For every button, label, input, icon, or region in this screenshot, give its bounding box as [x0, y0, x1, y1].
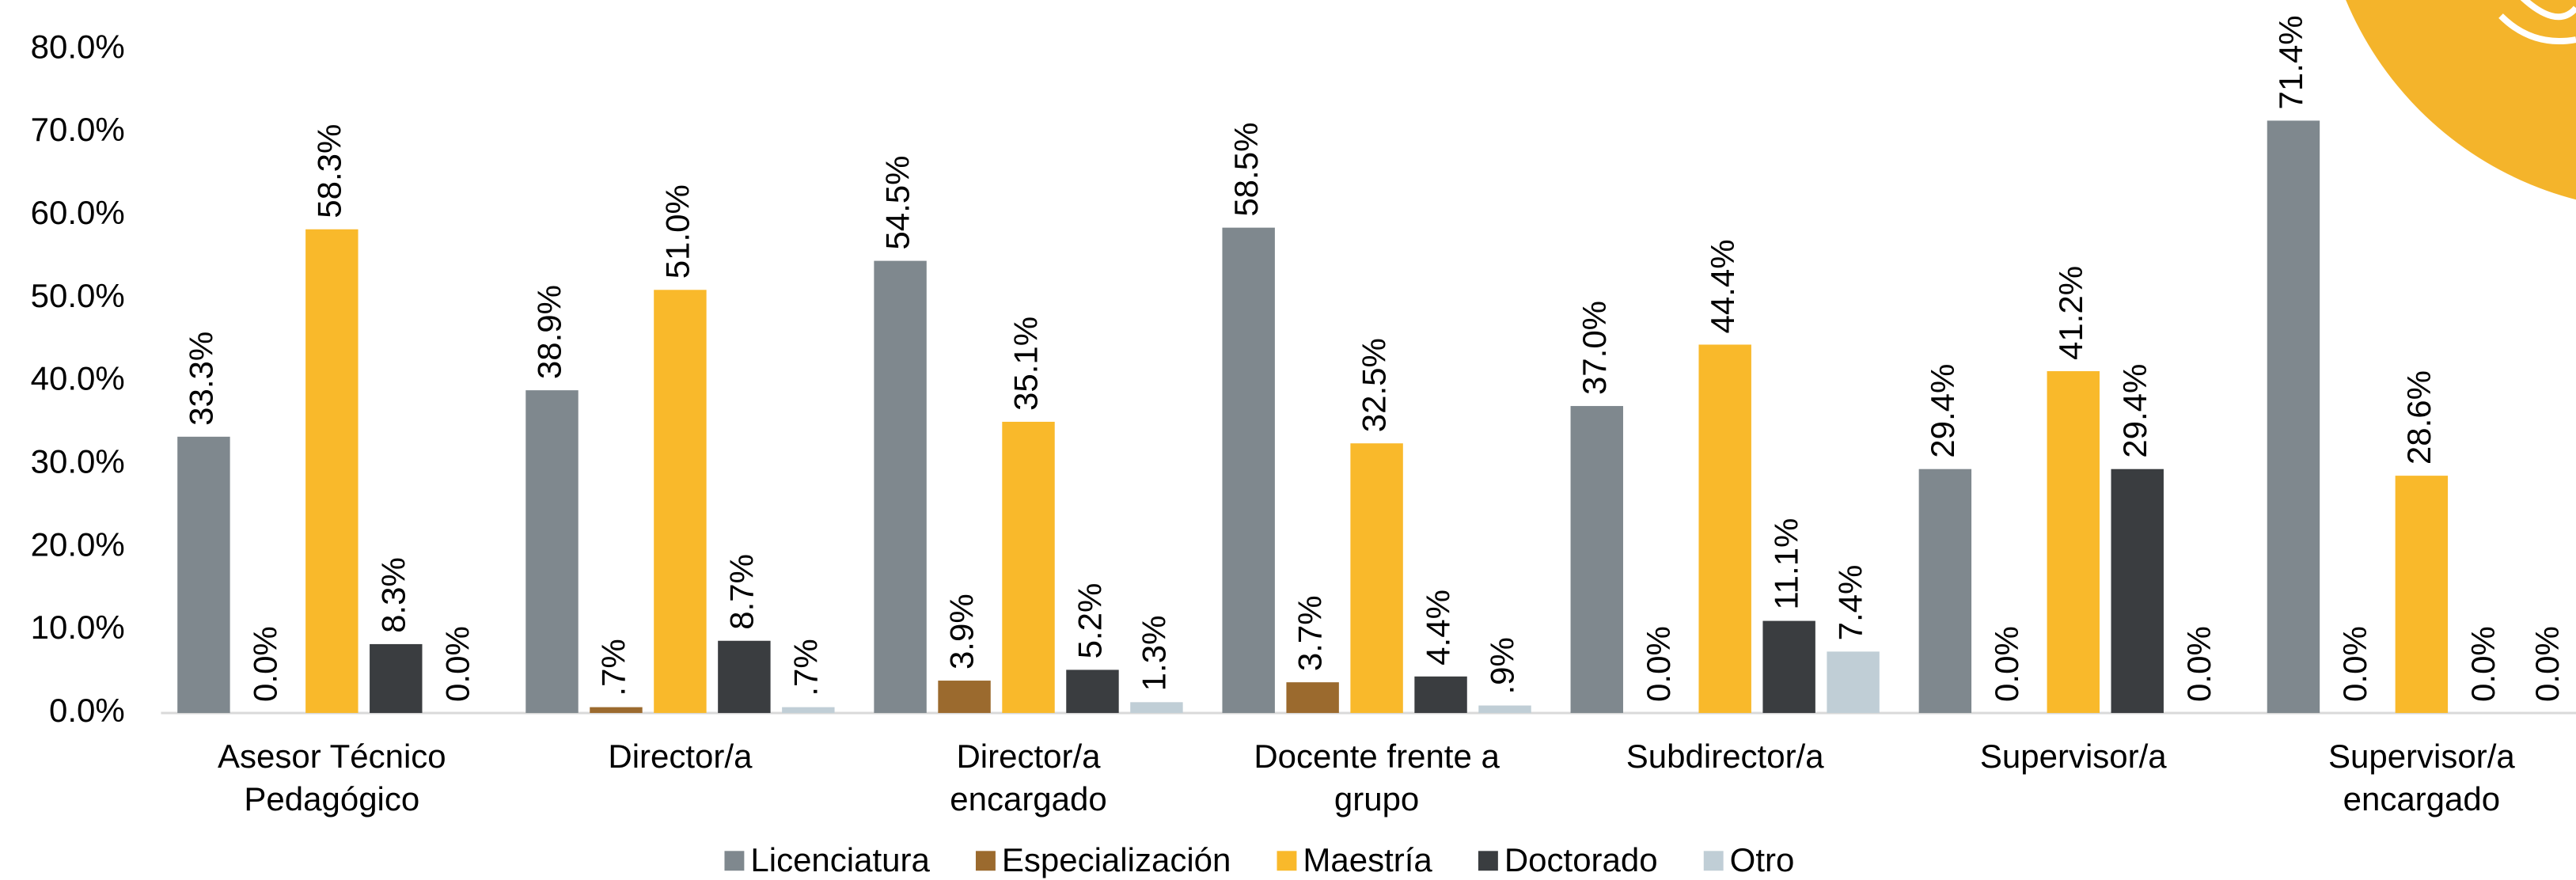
data-label: 28.6%: [2400, 370, 2438, 465]
x-tick-label: Supervisor/a: [1979, 737, 2167, 775]
legend-label: Especialización: [1002, 841, 1231, 878]
data-label: 5.2%: [1072, 583, 1109, 659]
data-label: 7.4%: [1832, 565, 1869, 641]
data-label: 0.0%: [1988, 626, 2025, 702]
data-label: 8.3%: [374, 557, 412, 633]
bar: [177, 436, 230, 713]
y-tick-label: 80.0%: [31, 28, 125, 65]
data-label: 29.4%: [2116, 364, 2153, 458]
bar: [1478, 705, 1531, 713]
x-tick-label: Director/a: [608, 737, 753, 775]
x-tick-label: Subdirector/a: [1626, 737, 1824, 775]
data-label: 0.0%: [246, 626, 283, 702]
y-tick-label: 70.0%: [31, 111, 125, 148]
data-label: 58.3%: [310, 124, 347, 218]
data-label: 35.1%: [1007, 317, 1045, 411]
bar: [1762, 620, 1815, 713]
data-label: .7%: [595, 639, 632, 696]
bar: [1002, 421, 1055, 713]
bar: [874, 260, 927, 713]
bar: [1130, 702, 1183, 713]
data-label: 44.4%: [1704, 239, 1741, 333]
legend-swatch: [724, 851, 745, 871]
bar: [782, 707, 835, 713]
data-label: 38.9%: [531, 285, 568, 379]
bar: [1286, 682, 1339, 713]
data-label: 33.3%: [183, 332, 220, 426]
x-tick-label: Supervisor/a encargado: [2328, 737, 2515, 817]
data-label: 0.0%: [2336, 626, 2373, 702]
y-tick-label: 60.0%: [31, 194, 125, 231]
data-label: 4.4%: [1420, 590, 1457, 666]
bar: [1414, 676, 1467, 713]
bar: [1827, 651, 1880, 713]
data-label: 0.0%: [2180, 626, 2217, 702]
bar: [654, 290, 707, 713]
data-label: 11.1%: [1768, 518, 1805, 610]
bar: [370, 643, 423, 713]
data-label: 1.3%: [1136, 616, 1173, 692]
bar: [1222, 227, 1275, 713]
legend-label: Otro: [1730, 841, 1795, 878]
legend-label: Licenciatura: [750, 841, 930, 878]
legend-swatch: [1478, 851, 1498, 871]
legend-swatch: [1277, 851, 1297, 871]
data-label: 0.0%: [438, 626, 476, 702]
decor-circle: [2346, 0, 2576, 200]
legend-label: Doctorado: [1504, 841, 1658, 878]
bar: [718, 640, 771, 713]
decor-stroke: [2498, 0, 2576, 44]
bar: [2047, 371, 2100, 713]
bar: [2395, 476, 2449, 713]
data-label: 71.4%: [2272, 15, 2309, 109]
data-label: 8.7%: [723, 554, 760, 630]
decoration: [2346, 0, 2576, 200]
data-label: .9%: [1484, 637, 1521, 694]
y-tick-label: 10.0%: [31, 609, 125, 646]
y-tick-label: 50.0%: [31, 277, 125, 314]
bar: [1698, 344, 1751, 713]
y-tick-label: 20.0%: [31, 525, 125, 563]
data-label: 54.5%: [879, 156, 916, 250]
data-label: 51.0%: [659, 184, 696, 279]
data-label: 0.0%: [2529, 626, 2566, 702]
data-label: 58.5%: [1227, 123, 1265, 217]
bar: [2267, 120, 2320, 713]
data-label: 41.2%: [2052, 266, 2089, 360]
data-label: 0.0%: [2464, 626, 2502, 702]
data-label: 3.7%: [1292, 595, 1329, 671]
y-tick-label: 30.0%: [31, 443, 125, 480]
legend-swatch: [975, 851, 996, 871]
bar: [1350, 443, 1403, 713]
bar: [305, 229, 359, 713]
bar: [1570, 406, 1623, 713]
bar: [1066, 669, 1119, 713]
data-label: 3.9%: [943, 594, 981, 669]
bar: [525, 390, 579, 713]
x-tick-label: Docente frente a grupo: [1254, 737, 1500, 817]
bar: [938, 681, 991, 713]
bar: [2111, 468, 2164, 713]
x-tick-label: Director/a encargado: [950, 737, 1107, 817]
y-tick-label: 0.0%: [49, 692, 125, 729]
data-label: 29.4%: [1924, 364, 1961, 458]
y-tick-label: 40.0%: [31, 360, 125, 397]
data-label: 0.0%: [1640, 626, 1677, 702]
bar: [590, 707, 643, 713]
bar: [1918, 468, 1972, 713]
legend-label: Maestría: [1303, 841, 1432, 878]
data-label: 32.5%: [1356, 338, 1393, 432]
legend: Licenciatura Especialización Maestría Docto…: [724, 841, 1794, 878]
data-label: 37.0%: [1576, 301, 1613, 395]
data-label: .7%: [787, 639, 824, 696]
legend-swatch: [1703, 851, 1724, 871]
x-tick-label: Asesor Técnico Pedagógico: [217, 737, 446, 817]
